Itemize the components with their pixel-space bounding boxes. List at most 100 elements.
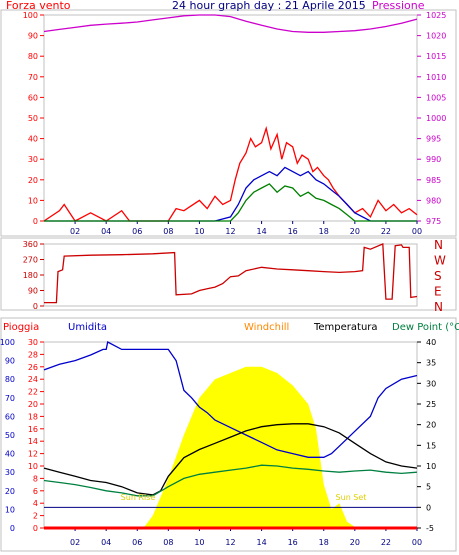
wind-tick-label: 30	[28, 155, 38, 164]
humidity-tick-label: 70	[5, 394, 15, 403]
pressure-axis-title: Pressione	[372, 0, 425, 12]
wind-series	[43, 14, 418, 222]
humidity-tick-label: 40	[5, 450, 15, 459]
time-tick-label: 20	[350, 538, 360, 547]
time-tick-label: 10	[194, 227, 204, 236]
time-tick-label: 06	[132, 227, 142, 236]
rain-tick-label: 10	[28, 462, 38, 471]
humidity-tick-label: 50	[5, 431, 15, 440]
rain-tick-label: 20	[28, 400, 38, 409]
temperature-time-axis: 02 04 06 08 10 12 14 16 18 20 22 00	[70, 528, 422, 547]
wind-tick-label: 100	[23, 11, 38, 20]
legend-item: Dew Point (°C	[392, 322, 459, 333]
rain-tick-label: 30	[28, 338, 38, 347]
plot-area-wind	[43, 14, 418, 222]
humidity-tick-label: 100	[0, 338, 15, 347]
rain-tick-label: 0	[33, 524, 38, 533]
pressure-tick-label: 1025	[426, 11, 446, 20]
sun-shape	[143, 366, 357, 528]
temperature-line	[43, 423, 418, 496]
time-tick-label: 04	[101, 227, 111, 236]
legend-item: Pioggia	[3, 322, 39, 333]
pressure-line	[43, 14, 418, 33]
sun-annotations: Sun Rise Sun Set	[121, 493, 367, 502]
pressure-tick-label: 1005	[426, 93, 446, 102]
temperature-tick-label: 40	[426, 338, 436, 347]
time-tick-label: 10	[194, 538, 204, 547]
legend-item: Umidita	[68, 322, 107, 333]
pressure-tick-label: 1000	[426, 114, 446, 123]
temperature-tick-label: 15	[426, 441, 436, 450]
pressure-tick-label: 1010	[426, 73, 446, 82]
temperature-tick-label: -5	[426, 524, 434, 533]
rain-tick-label: 28	[28, 350, 38, 359]
time-tick-label: 16	[288, 227, 298, 236]
time-tick-label: 02	[70, 227, 80, 236]
wind-tick-label: 50	[28, 114, 38, 123]
panel-frame-temperature	[0, 317, 457, 552]
wind-tick-label: 40	[28, 135, 38, 144]
legend: Pioggia Umidita Windchill Temperatura Dew Po…	[3, 322, 459, 333]
rain-tick-label: 22	[28, 388, 38, 397]
wind-tick-label: 70	[28, 73, 38, 82]
temperature-tick-label: 25	[426, 400, 436, 409]
temperature-tick-label: 30	[426, 379, 436, 388]
compass-label: W	[434, 254, 446, 268]
humidity-tick-label: 80	[5, 375, 15, 384]
direction-tick-label: 0	[33, 302, 38, 311]
humidity-tick-label: 90	[5, 357, 15, 366]
legend-item: Temperatura	[313, 322, 378, 333]
chart-title: 24 hour graph day : 21 Aprile 2015	[172, 0, 366, 12]
sun-area	[143, 366, 357, 528]
pressure-axis-ticks: 1025 1020 1015 1010 1005 1000 995 990 985 980 975	[417, 11, 446, 226]
time-tick-label: 00	[412, 538, 422, 547]
humidity-tick-label: 30	[5, 468, 15, 477]
rain-tick-label: 2	[33, 512, 38, 521]
rain-tick-label: 12	[28, 450, 38, 459]
time-tick-label: 06	[132, 538, 142, 547]
time-tick-label: 08	[163, 538, 173, 547]
temperature-tick-label: 5	[426, 483, 431, 492]
wind-time-axis: 02 04 06 08 10 12 14 16 18 20 22 00	[70, 221, 422, 236]
rain-tick-label: 24	[28, 375, 38, 384]
humidity-tick-label: 10	[5, 505, 15, 514]
time-tick-label: 18	[319, 227, 329, 236]
pressure-tick-label: 1015	[426, 52, 446, 61]
direction-degree-ticks: 360 270 180 90 0	[23, 240, 44, 311]
wind-tick-label: 80	[28, 52, 38, 61]
rain-tick-label: 18	[28, 412, 38, 421]
sunset-label: Sun Set	[336, 493, 367, 502]
direction-tick-label: 90	[28, 287, 38, 296]
time-tick-label: 12	[225, 538, 235, 547]
time-tick-label: 14	[256, 538, 266, 547]
wind-tick-label: 0	[33, 217, 38, 226]
rain-tick-label: 14	[28, 437, 38, 446]
pressure-tick-label: 985	[426, 176, 441, 185]
wind-tick-label: 90	[28, 32, 38, 41]
wind-tick-label: 10	[28, 196, 38, 205]
panel-frame-top	[0, 9, 457, 237]
rain-tick-label: 26	[28, 363, 38, 372]
direction-line	[44, 243, 418, 304]
temperature-panel: Pioggia Umidita Windchill Temperatura Dew Po…	[0, 317, 459, 552]
compass-label: N	[434, 300, 443, 314]
rain-tick-label: 6	[33, 487, 38, 496]
rain-tick-label: 16	[28, 425, 38, 434]
direction-tick-label: 270	[23, 256, 38, 265]
compass-label: N	[434, 238, 443, 252]
temperature-axis-ticks: 40 35 30 25 20 15 10 5 0 -5	[417, 338, 436, 533]
wind-line	[43, 125, 418, 222]
humidity-tick-label: 0	[10, 524, 15, 533]
sunrise-label: Sun Rise	[121, 493, 156, 502]
wind-axis-title: Forza vento	[6, 0, 71, 12]
pressure-tick-label: 980	[426, 196, 441, 205]
time-tick-label: 22	[381, 227, 391, 236]
dewpoint-line	[43, 464, 418, 497]
